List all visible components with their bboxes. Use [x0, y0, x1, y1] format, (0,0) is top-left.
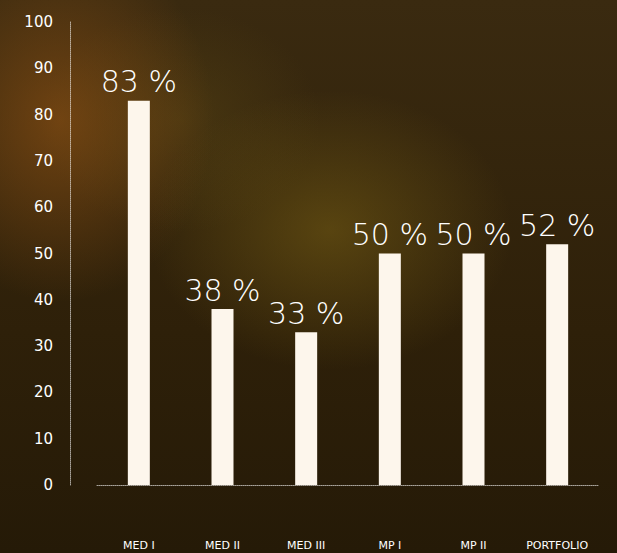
svg-text:10: 10: [34, 430, 53, 448]
svg-text:60: 60: [34, 198, 53, 216]
svg-text:30: 30: [34, 337, 53, 355]
svg-text:33 %: 33 %: [268, 296, 344, 331]
svg-text:70: 70: [34, 152, 53, 170]
svg-text:MED III: MED III: [287, 539, 325, 552]
svg-text:PORTFOLIO: PORTFOLIO: [526, 539, 588, 552]
svg-text:80: 80: [34, 106, 53, 124]
svg-text:50 %: 50 %: [435, 217, 511, 252]
svg-text:38 %: 38 %: [184, 273, 260, 308]
svg-text:90: 90: [34, 59, 53, 77]
svg-text:MP II: MP II: [460, 539, 486, 552]
svg-text:MED I: MED I: [123, 539, 155, 552]
svg-text:MED II: MED II: [205, 539, 240, 552]
svg-text:83 %: 83 %: [101, 64, 177, 99]
svg-text:50: 50: [34, 245, 53, 263]
svg-text:50 %: 50 %: [352, 217, 428, 252]
svg-text:0: 0: [43, 476, 53, 494]
svg-text:20: 20: [34, 383, 53, 401]
svg-text:100: 100: [24, 13, 53, 31]
svg-text:52 %: 52 %: [519, 208, 595, 243]
svg-text:40: 40: [34, 291, 53, 309]
svg-text:MP I: MP I: [378, 539, 401, 552]
